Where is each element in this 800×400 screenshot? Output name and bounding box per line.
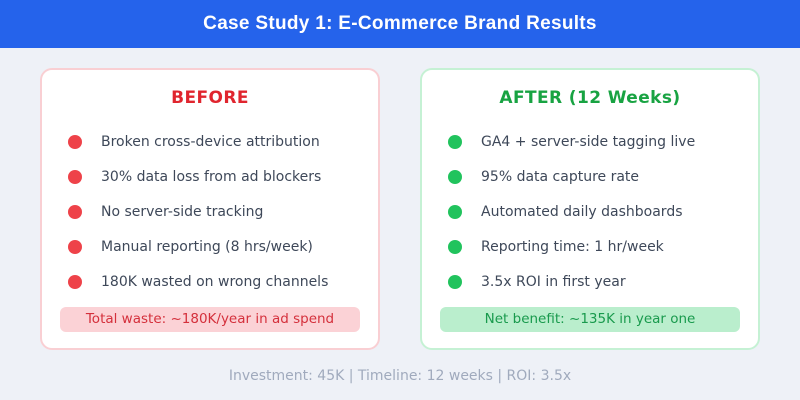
bullet-dot-icon [448, 240, 462, 254]
header-bar: Case Study 1: E-Commerce Brand Results [0, 0, 800, 48]
list-item-label: 95% data capture rate [481, 169, 640, 185]
after-item-list: GA4 + server-side tagging live 95% data … [448, 132, 742, 307]
list-item-label: No server-side tracking [101, 204, 264, 220]
list-item-label: 3.5x ROI in first year [481, 274, 626, 290]
bullet-dot-icon [448, 135, 462, 149]
list-item: Broken cross-device attribution [68, 132, 362, 152]
list-item: 95% data capture rate [448, 167, 742, 187]
after-panel-title: AFTER (12 Weeks) [499, 88, 681, 108]
list-item-label: GA4 + server-side tagging live [481, 134, 696, 150]
list-item: Automated daily dashboards [448, 202, 742, 222]
bullet-dot-icon [448, 205, 462, 219]
page-title: Case Study 1: E-Commerce Brand Results [203, 13, 597, 34]
list-item: Reporting time: 1 hr/week [448, 237, 742, 257]
list-item: 3.5x ROI in first year [448, 272, 742, 292]
list-item: 30% data loss from ad blockers [68, 167, 362, 187]
list-item-label: Broken cross-device attribution [101, 134, 320, 150]
bullet-dot-icon [68, 205, 82, 219]
footer-note: Investment: 45K | Timeline: 12 weeks | R… [228, 368, 572, 384]
bullet-dot-icon [68, 240, 82, 254]
list-item-label: Reporting time: 1 hr/week [481, 239, 664, 255]
after-summary-badge: Net benefit: ~135K in year one [440, 307, 740, 332]
list-item: 180K wasted on wrong channels [68, 272, 362, 292]
before-item-list: Broken cross-device attribution 30% data… [68, 132, 362, 307]
bullet-dot-icon [448, 275, 462, 289]
list-item-label: Automated daily dashboards [481, 204, 683, 220]
before-panel-title: BEFORE [171, 88, 249, 108]
before-panel: BEFORE Broken cross-device attribution 3… [40, 68, 380, 350]
list-item: GA4 + server-side tagging live [448, 132, 742, 152]
list-item-label: 180K wasted on wrong channels [101, 274, 329, 290]
before-summary-badge: Total waste: ~180K/year in ad spend [60, 307, 360, 332]
after-panel: AFTER (12 Weeks) GA4 + server-side taggi… [420, 68, 760, 350]
list-item: Manual reporting (8 hrs/week) [68, 237, 362, 257]
bullet-dot-icon [448, 170, 462, 184]
bullet-dot-icon [68, 170, 82, 184]
list-item-label: 30% data loss from ad blockers [101, 169, 322, 185]
list-item-label: Manual reporting (8 hrs/week) [101, 239, 313, 255]
bullet-dot-icon [68, 275, 82, 289]
list-item: No server-side tracking [68, 202, 362, 222]
bullet-dot-icon [68, 135, 82, 149]
